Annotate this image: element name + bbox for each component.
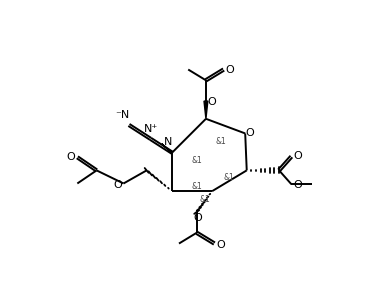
Polygon shape <box>162 144 172 153</box>
Text: &1: &1 <box>191 182 202 191</box>
Text: O: O <box>245 128 254 138</box>
Text: N⁺: N⁺ <box>144 124 158 134</box>
Text: &1: &1 <box>215 138 226 146</box>
Text: O: O <box>193 213 202 223</box>
Text: &1: &1 <box>191 156 202 165</box>
Text: O: O <box>226 64 234 75</box>
Text: &1: &1 <box>199 195 210 204</box>
Text: &1: &1 <box>224 173 234 182</box>
Text: O: O <box>293 180 302 190</box>
Text: O: O <box>113 180 122 190</box>
Text: O: O <box>208 97 216 107</box>
Polygon shape <box>204 101 208 119</box>
Text: O: O <box>293 151 302 161</box>
Text: ⁻N: ⁻N <box>115 110 129 120</box>
Text: O: O <box>66 151 75 162</box>
Text: N: N <box>164 137 172 147</box>
Text: O: O <box>216 240 225 250</box>
